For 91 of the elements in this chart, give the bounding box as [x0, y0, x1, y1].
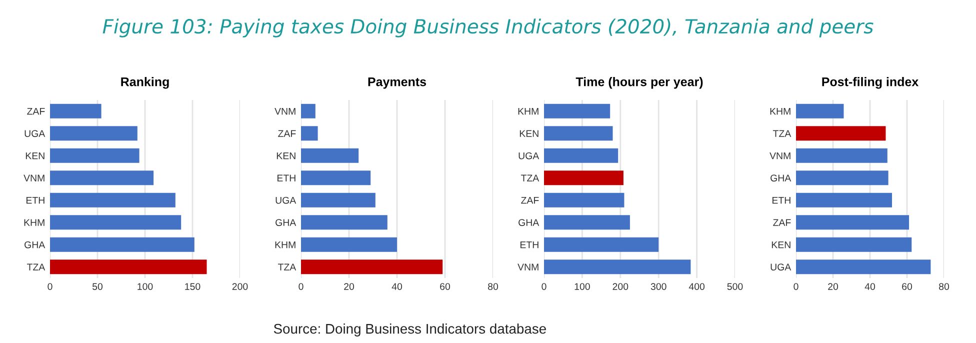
- bar: [544, 126, 613, 141]
- y-tick-label: UGA: [770, 264, 792, 270]
- x-tick-label: 100: [574, 283, 590, 290]
- y-tick-label: TZA: [26, 264, 46, 270]
- x-tick-label: 80: [939, 283, 950, 290]
- x-tick-label: 0: [48, 283, 52, 290]
- chart-title: Time (hours per year): [576, 77, 703, 89]
- x-tick-label: 200: [232, 283, 248, 290]
- bar: [796, 192, 892, 208]
- y-tick-label: TZA: [772, 130, 792, 137]
- bar: [50, 215, 182, 230]
- x-tick-label: 200: [612, 283, 628, 290]
- bar: [301, 192, 376, 208]
- y-tick-label: KEN: [276, 152, 296, 160]
- y-tick-label: VNM: [274, 108, 296, 115]
- y-tick-label: GHA: [24, 241, 46, 248]
- x-tick-label: 400: [688, 283, 705, 290]
- bar: [544, 148, 618, 163]
- bar: [796, 170, 888, 186]
- y-tick-label: VNM: [24, 174, 44, 182]
- bar: [796, 260, 931, 274]
- y-tick-label: ZAF: [278, 130, 296, 137]
- bar: [50, 170, 154, 186]
- y-tick-label: GHA: [770, 174, 792, 182]
- y-tick-label: GHA: [518, 219, 540, 226]
- bar: [301, 215, 388, 230]
- y-tick-label: UGA: [518, 152, 540, 160]
- bar: [50, 192, 176, 208]
- bar: [544, 104, 610, 118]
- x-tick-label: 150: [185, 283, 200, 290]
- x-tick-label: 40: [864, 283, 876, 290]
- x-tick-label: 40: [392, 283, 402, 290]
- y-tick-label: ZAF: [27, 108, 45, 115]
- bar: [301, 237, 397, 252]
- x-tick-label: 20: [828, 283, 838, 290]
- x-tick-label: 500: [727, 283, 743, 290]
- y-tick-label: ETH: [772, 196, 790, 204]
- bar: [301, 170, 371, 186]
- x-tick-label: 0: [298, 283, 304, 290]
- y-tick-label: KHM: [24, 219, 44, 226]
- bar: [544, 237, 659, 252]
- bar: [544, 170, 624, 186]
- x-tick-label: 100: [138, 283, 153, 290]
- y-tick-label: KHM: [770, 108, 790, 115]
- y-tick-label: ZAF: [521, 196, 539, 204]
- bar: [796, 104, 844, 118]
- y-tick-label: KEN: [26, 152, 44, 160]
- x-tick-label: 50: [92, 283, 103, 290]
- bar: [50, 104, 102, 118]
- y-tick-label: ZAF: [773, 219, 791, 226]
- x-tick-label: 20: [344, 283, 354, 290]
- bar: [50, 237, 194, 252]
- bar: [301, 104, 316, 118]
- bar: [50, 148, 140, 163]
- y-tick-label: GHA: [276, 219, 296, 226]
- y-tick-label: KEN: [520, 130, 538, 137]
- chart-title: Ranking: [121, 77, 169, 89]
- y-tick-label: KHM: [518, 108, 538, 115]
- y-tick-label: VNM: [770, 152, 790, 160]
- bar: [544, 260, 691, 274]
- source-note: Source: Doing Business Indicators database: [274, 324, 546, 336]
- bar: [796, 237, 912, 252]
- bar: [301, 260, 443, 274]
- x-tick-label: 0: [794, 283, 798, 290]
- caption: Figure 103: Paying taxes Doing Business Indicators (2020), Tanzania and peers: [102, 18, 874, 38]
- chart-title: Post-filing index: [822, 77, 919, 89]
- y-tick-label: KHM: [275, 241, 296, 248]
- bar: [50, 260, 207, 274]
- x-tick-label: 80: [488, 283, 498, 290]
- y-tick-label: UGA: [24, 130, 46, 137]
- y-tick-label: TZA: [520, 174, 540, 182]
- bar: [796, 215, 910, 230]
- bar: [301, 148, 359, 163]
- x-tick-label: 60: [440, 283, 450, 290]
- bar: [796, 126, 886, 141]
- y-tick-label: UGA: [276, 196, 296, 204]
- x-tick-label: 0: [542, 283, 546, 290]
- y-tick-label: ETH: [520, 241, 538, 248]
- x-tick-label: 300: [650, 283, 666, 290]
- bar: [50, 126, 138, 141]
- bar: [544, 215, 630, 230]
- y-tick-label: KEN: [772, 241, 790, 248]
- x-tick-label: 60: [902, 283, 912, 290]
- chart-title: Payments: [368, 78, 426, 89]
- y-tick-label: VNM: [518, 264, 538, 270]
- bar: [301, 126, 318, 141]
- y-tick-label: ETH: [26, 196, 44, 204]
- y-tick-label: TZA: [278, 264, 296, 270]
- bar: [796, 148, 888, 163]
- y-tick-label: ETH: [277, 174, 296, 182]
- bar: [544, 192, 624, 208]
